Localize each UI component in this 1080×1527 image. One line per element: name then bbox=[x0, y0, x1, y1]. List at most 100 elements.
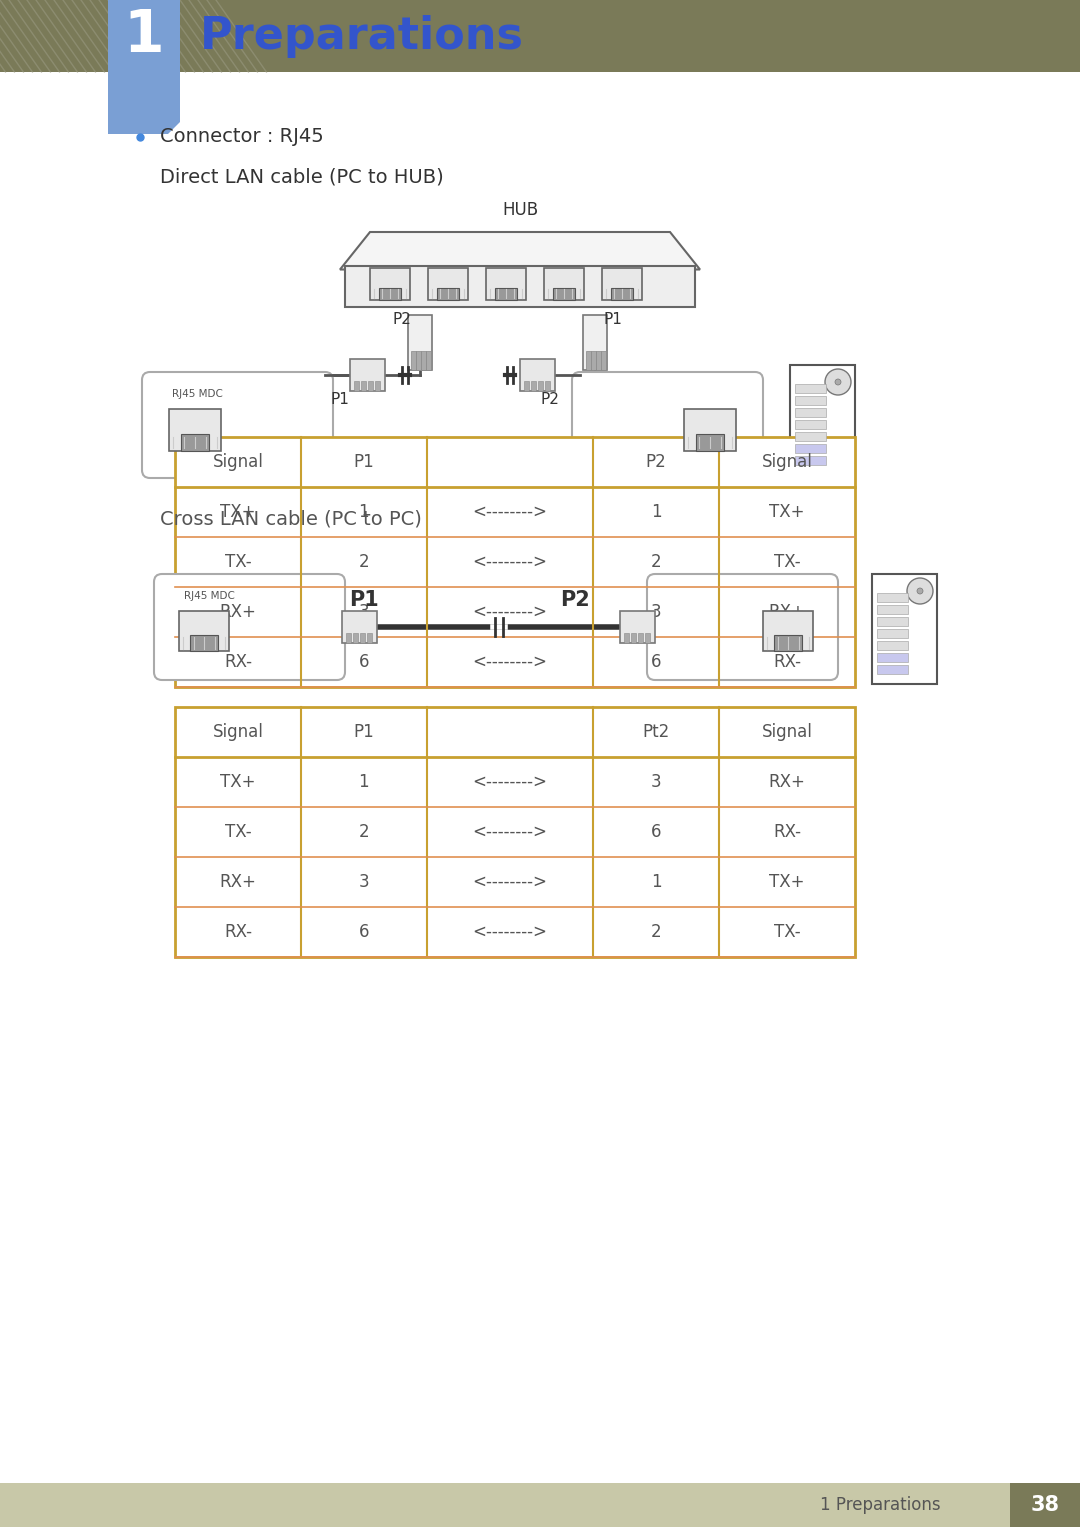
Text: 6: 6 bbox=[359, 922, 369, 941]
Bar bbox=[179, 611, 229, 651]
Bar bbox=[411, 351, 416, 370]
Bar bbox=[586, 351, 591, 370]
Bar bbox=[762, 611, 813, 651]
Text: <-------->: <--------> bbox=[472, 922, 548, 941]
Text: 3: 3 bbox=[651, 603, 661, 621]
Bar bbox=[774, 635, 801, 651]
Text: Signal: Signal bbox=[213, 722, 264, 741]
Bar bbox=[345, 266, 696, 307]
Bar bbox=[631, 634, 636, 643]
Bar bbox=[877, 617, 908, 626]
Text: Direct LAN cable (PC to HUB): Direct LAN cable (PC to HUB) bbox=[160, 168, 444, 186]
Bar bbox=[591, 351, 596, 370]
Text: RX+: RX+ bbox=[769, 773, 806, 791]
Bar bbox=[0, 1483, 1080, 1527]
Text: 1: 1 bbox=[359, 502, 369, 521]
Bar bbox=[190, 635, 218, 651]
Text: P1: P1 bbox=[353, 454, 374, 470]
Text: TX+: TX+ bbox=[220, 773, 256, 791]
Circle shape bbox=[907, 579, 933, 605]
Bar bbox=[353, 634, 357, 643]
Bar bbox=[795, 420, 826, 429]
Bar bbox=[877, 641, 908, 651]
Bar bbox=[795, 395, 826, 405]
Text: 2: 2 bbox=[359, 823, 369, 841]
Circle shape bbox=[917, 588, 923, 594]
Bar bbox=[175, 707, 855, 957]
Bar bbox=[877, 654, 908, 663]
Bar bbox=[379, 287, 401, 301]
Bar bbox=[877, 605, 908, 614]
Text: 38: 38 bbox=[1030, 1495, 1059, 1515]
Text: Pt2: Pt2 bbox=[643, 722, 670, 741]
Bar bbox=[346, 634, 351, 643]
Text: <-------->: <--------> bbox=[472, 603, 548, 621]
Bar bbox=[375, 382, 380, 391]
Bar bbox=[538, 382, 543, 391]
Bar bbox=[553, 287, 575, 301]
Text: P2: P2 bbox=[540, 392, 558, 408]
Circle shape bbox=[835, 379, 841, 385]
Text: 1: 1 bbox=[651, 873, 661, 890]
Text: P1: P1 bbox=[330, 392, 349, 408]
Bar bbox=[495, 287, 517, 301]
Text: 6: 6 bbox=[651, 654, 661, 670]
Bar bbox=[0, 0, 1080, 72]
Bar bbox=[795, 432, 826, 441]
Text: TX+: TX+ bbox=[220, 502, 256, 521]
Text: TX-: TX- bbox=[225, 553, 252, 571]
Bar bbox=[168, 409, 221, 450]
Bar bbox=[354, 382, 359, 391]
Bar bbox=[596, 351, 600, 370]
Bar bbox=[877, 629, 908, 638]
Polygon shape bbox=[108, 0, 180, 134]
Text: Signal: Signal bbox=[761, 722, 812, 741]
Text: TX-: TX- bbox=[773, 553, 800, 571]
Text: <-------->: <--------> bbox=[472, 873, 548, 890]
Text: RX+: RX+ bbox=[219, 873, 256, 890]
Bar bbox=[602, 269, 642, 301]
Bar bbox=[368, 382, 373, 391]
Bar bbox=[408, 315, 432, 370]
Text: RJ45 MDC: RJ45 MDC bbox=[184, 591, 234, 602]
Text: P1: P1 bbox=[604, 312, 622, 327]
Bar bbox=[611, 287, 633, 301]
Text: TX+: TX+ bbox=[769, 873, 805, 890]
Text: P2: P2 bbox=[561, 589, 590, 609]
Text: RX-: RX- bbox=[773, 654, 801, 670]
Circle shape bbox=[825, 370, 851, 395]
Bar bbox=[872, 574, 937, 684]
Bar bbox=[795, 457, 826, 466]
Text: Signal: Signal bbox=[213, 454, 264, 470]
Text: TX-: TX- bbox=[773, 922, 800, 941]
Bar bbox=[519, 359, 555, 391]
Text: 6: 6 bbox=[359, 654, 369, 670]
Bar bbox=[367, 634, 372, 643]
Bar bbox=[645, 634, 650, 643]
Text: HUB: HUB bbox=[502, 202, 538, 218]
Bar bbox=[370, 269, 410, 301]
Bar bbox=[524, 382, 529, 391]
Bar bbox=[877, 592, 908, 602]
Bar bbox=[486, 269, 526, 301]
Bar bbox=[350, 359, 384, 391]
Bar bbox=[1010, 1483, 1080, 1527]
Bar bbox=[175, 437, 855, 687]
Bar bbox=[638, 634, 643, 643]
Text: TX+: TX+ bbox=[769, 502, 805, 521]
FancyBboxPatch shape bbox=[141, 373, 333, 478]
Text: RX-: RX- bbox=[773, 823, 801, 841]
Text: <-------->: <--------> bbox=[472, 773, 548, 791]
FancyBboxPatch shape bbox=[572, 373, 762, 478]
Bar bbox=[531, 382, 536, 391]
Bar bbox=[583, 315, 607, 370]
Text: <-------->: <--------> bbox=[472, 654, 548, 670]
FancyBboxPatch shape bbox=[647, 574, 838, 680]
Polygon shape bbox=[340, 232, 700, 269]
Bar bbox=[789, 365, 855, 479]
Bar bbox=[684, 409, 735, 450]
Bar bbox=[428, 269, 468, 301]
Text: 1: 1 bbox=[651, 502, 661, 521]
Text: 2: 2 bbox=[651, 553, 661, 571]
Text: Connector : RJ45: Connector : RJ45 bbox=[160, 127, 324, 147]
